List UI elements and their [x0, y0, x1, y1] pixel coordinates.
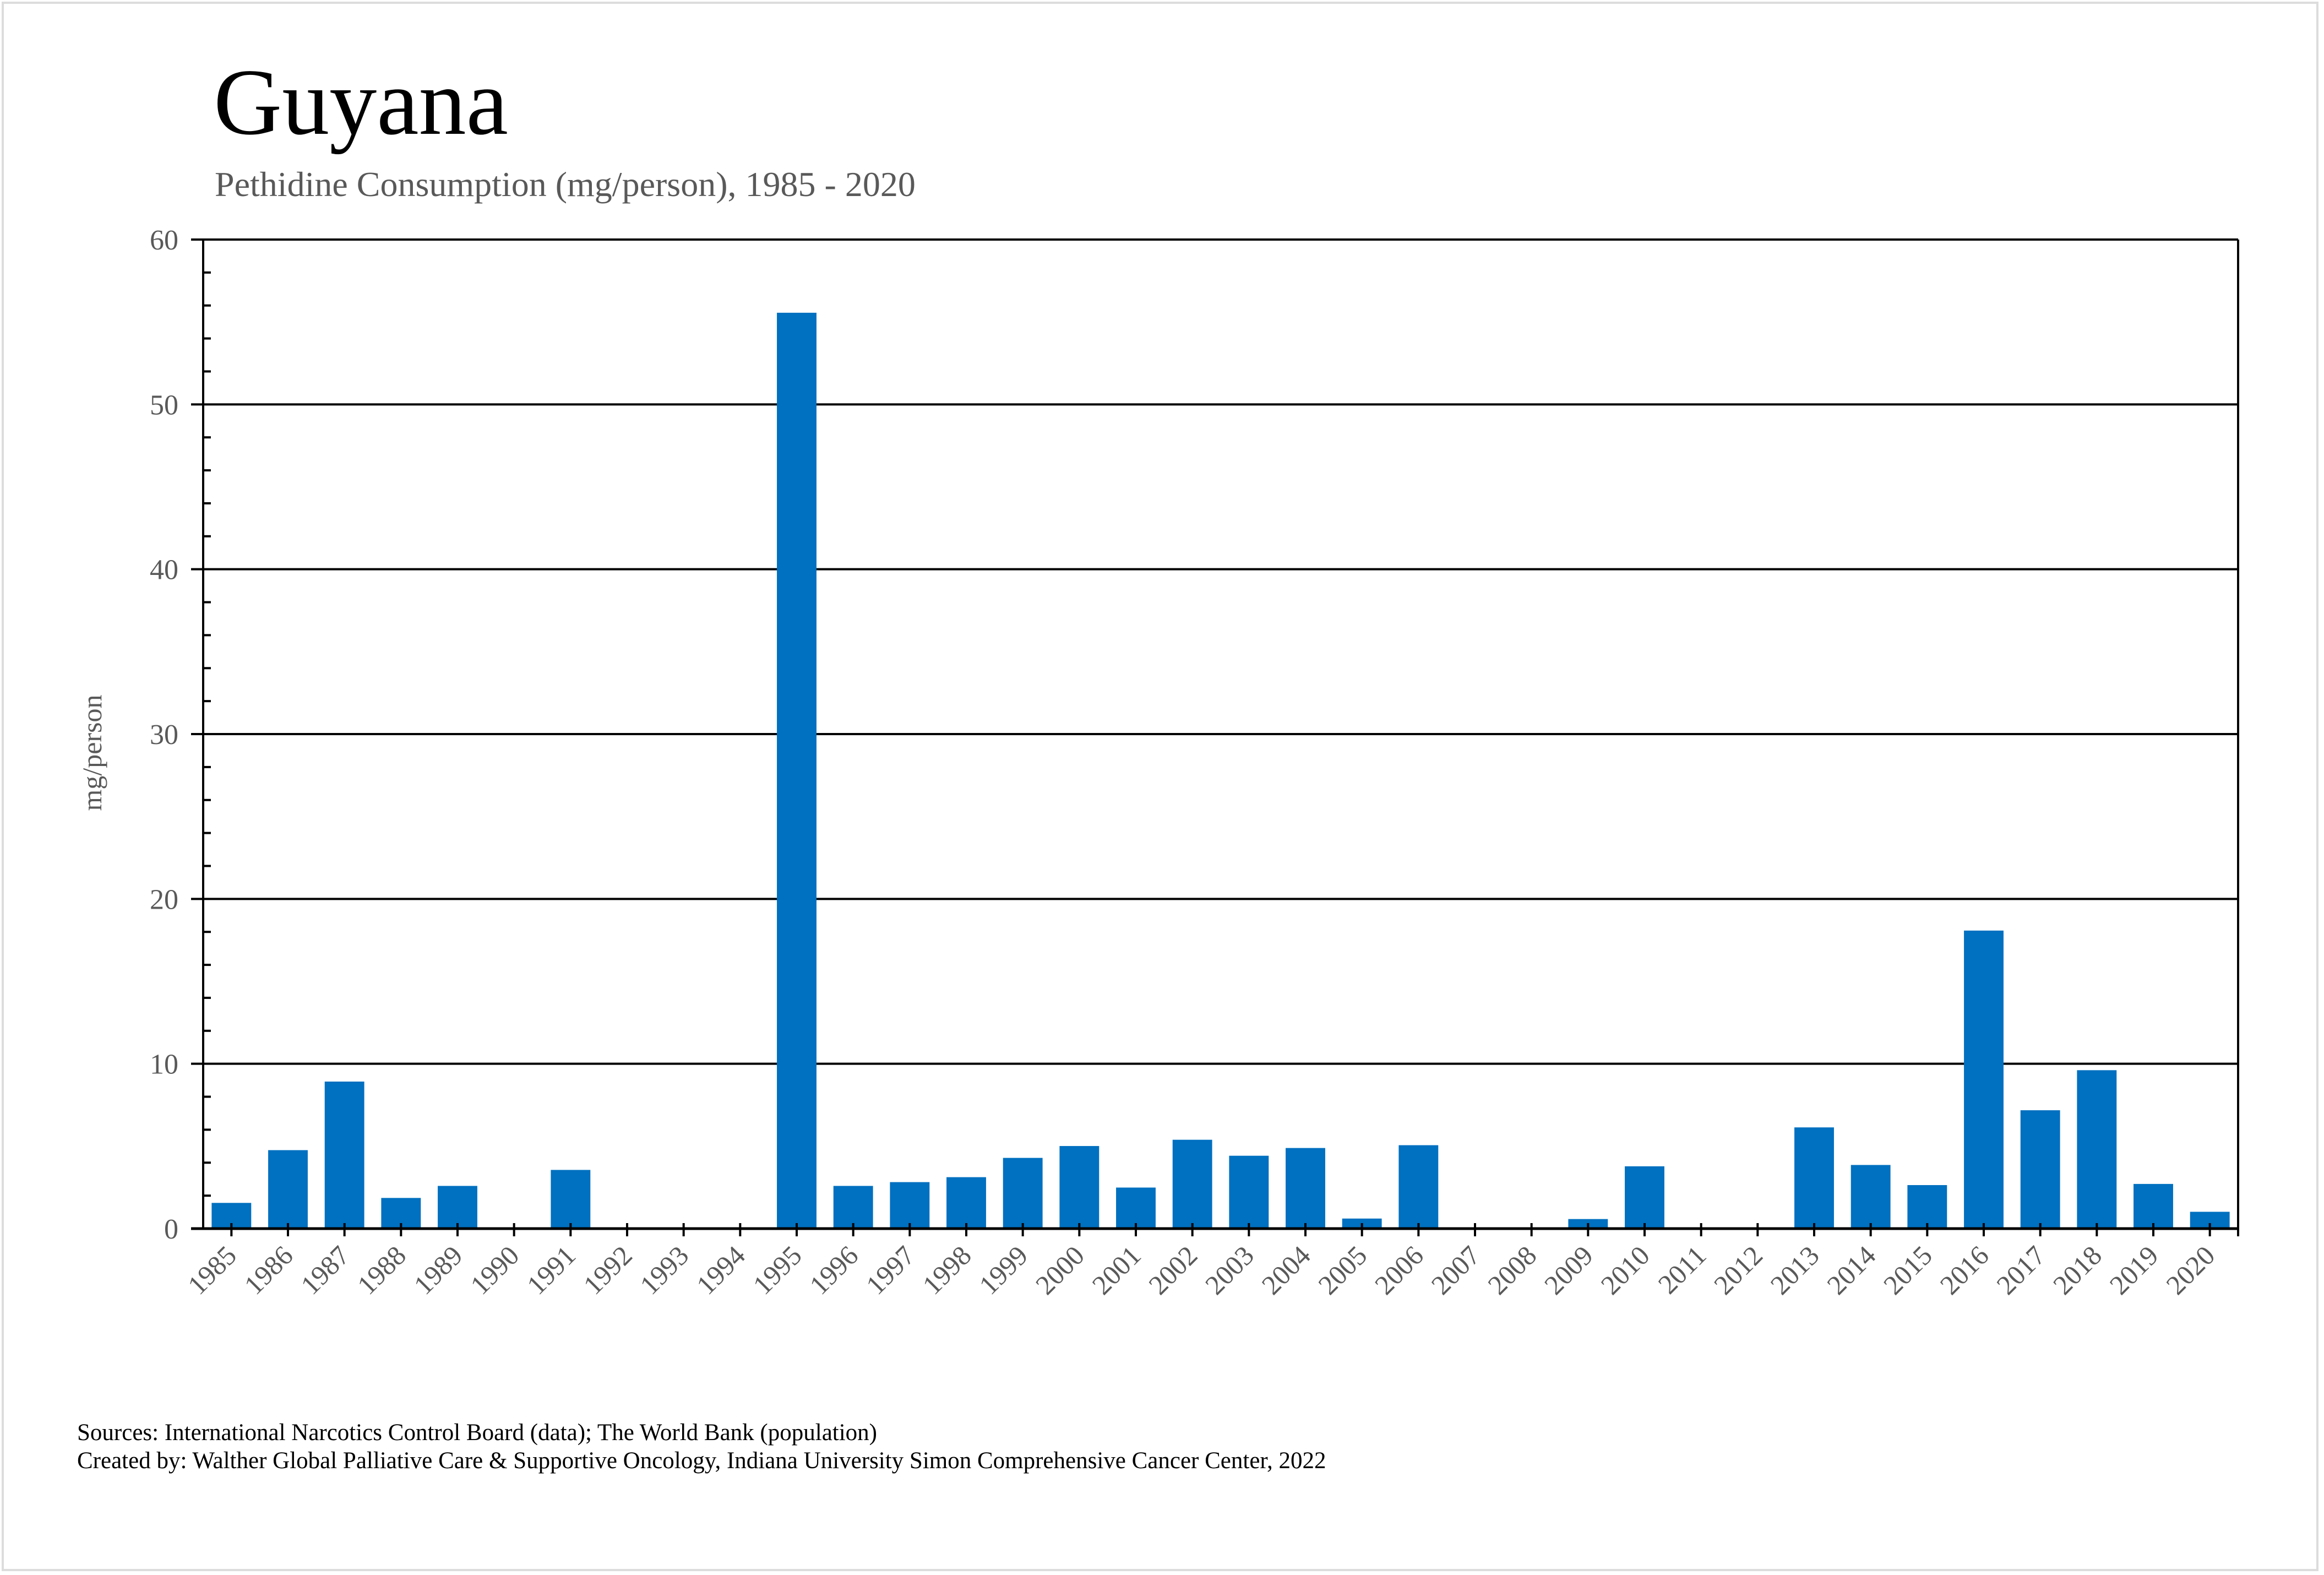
- x-tick-label: 1998: [916, 1240, 977, 1300]
- x-tick-label: 1989: [407, 1240, 468, 1300]
- x-tick-label: 2013: [1764, 1240, 1825, 1300]
- x-tick-label: 2011: [1652, 1240, 1712, 1300]
- y-tick-labels: 0 10 20 30 40 50 60: [150, 225, 178, 1245]
- x-tick-label: 1994: [690, 1240, 751, 1300]
- bar-1997: [890, 1182, 930, 1229]
- x-tick-label: 1985: [182, 1240, 242, 1300]
- bar-2001: [1116, 1187, 1156, 1229]
- bar-2014: [1851, 1165, 1891, 1229]
- x-tick-label: 1991: [521, 1240, 581, 1300]
- x-tick-label: 2005: [1312, 1240, 1373, 1300]
- x-tick-label: 1988: [351, 1240, 412, 1300]
- x-tick-label: 2016: [1934, 1240, 1994, 1300]
- x-tick-label: 2003: [1199, 1240, 1260, 1300]
- bar-2019: [2133, 1183, 2173, 1229]
- y-tick-label: 60: [150, 225, 178, 256]
- bar-2003: [1229, 1155, 1269, 1229]
- x-tick-label: 2012: [1708, 1240, 1768, 1300]
- x-tick-label: 2006: [1369, 1240, 1429, 1300]
- bar-2016: [1964, 930, 2004, 1229]
- y-tick-label: 20: [150, 884, 178, 915]
- x-tick-label: 2015: [1877, 1240, 1938, 1300]
- y-tick-label: 10: [150, 1049, 178, 1080]
- x-tick-label: 2009: [1538, 1240, 1599, 1300]
- x-tick-label: 1986: [238, 1240, 298, 1300]
- x-tick-label: 2014: [1821, 1240, 1881, 1300]
- x-tick-label: 2000: [1030, 1240, 1090, 1300]
- bar-1987: [324, 1081, 364, 1229]
- bar-1986: [268, 1150, 308, 1229]
- chart-subtitle: Pethidine Consumption (mg/person), 1985 …: [215, 165, 916, 204]
- x-tick-labels: 1985198619871988198919901991199219931994…: [182, 1240, 2221, 1300]
- bar-2015: [1907, 1185, 1947, 1229]
- x-tick-label: 1990: [464, 1240, 525, 1300]
- bar-2018: [2077, 1070, 2117, 1229]
- footer-sources: Sources: International Narcotics Control…: [77, 1420, 877, 1446]
- x-tick-label: 1993: [634, 1240, 694, 1300]
- y-axis-label: mg/person: [77, 694, 107, 811]
- chart-title: Guyana: [214, 50, 508, 155]
- bar-2010: [1625, 1166, 1664, 1229]
- y-tick-label: 50: [150, 389, 178, 421]
- bar-1995: [777, 312, 817, 1229]
- bar-2006: [1398, 1145, 1439, 1229]
- x-tick-label: 1996: [803, 1240, 864, 1300]
- bar-2017: [2020, 1110, 2060, 1229]
- y-tick-label: 40: [150, 555, 178, 586]
- footer-created-by: Created by: Walther Global Palliative Ca…: [77, 1448, 1326, 1474]
- x-tick-label: 2002: [1142, 1240, 1203, 1300]
- x-tick-label: 2019: [2103, 1240, 2164, 1300]
- bars: [211, 312, 2230, 1229]
- x-tick-label: 2010: [1594, 1240, 1655, 1300]
- gridlines: [191, 238, 2238, 1065]
- x-tick-label: 1987: [295, 1240, 355, 1300]
- x-tick-label: 2004: [1255, 1240, 1316, 1300]
- bar-2002: [1172, 1139, 1212, 1229]
- bar-2013: [1794, 1127, 1834, 1229]
- bar-2000: [1059, 1146, 1100, 1229]
- bar-1999: [1003, 1158, 1043, 1229]
- x-tick-label: 1992: [577, 1240, 638, 1300]
- bar-1991: [551, 1170, 591, 1229]
- y-tick-label: 30: [150, 719, 178, 751]
- bar-2004: [1286, 1148, 1325, 1229]
- bar-1989: [438, 1186, 477, 1229]
- axes: [191, 240, 2239, 1236]
- y-tick-label: 0: [164, 1214, 178, 1245]
- x-tick-label: 2001: [1086, 1240, 1146, 1300]
- x-tick-label: 2008: [1482, 1240, 1542, 1300]
- x-tick-label: 2020: [2160, 1240, 2220, 1300]
- x-tick-label: 1997: [860, 1240, 921, 1300]
- x-tick-label: 1995: [747, 1240, 807, 1300]
- x-tick-label: 2007: [1425, 1240, 1485, 1300]
- x-tick-label: 2017: [1990, 1240, 2051, 1300]
- bar-1998: [946, 1177, 986, 1229]
- x-tick-label: 2018: [2047, 1240, 2108, 1300]
- bar-1996: [833, 1186, 873, 1229]
- x-tick-label: 1999: [973, 1240, 1033, 1300]
